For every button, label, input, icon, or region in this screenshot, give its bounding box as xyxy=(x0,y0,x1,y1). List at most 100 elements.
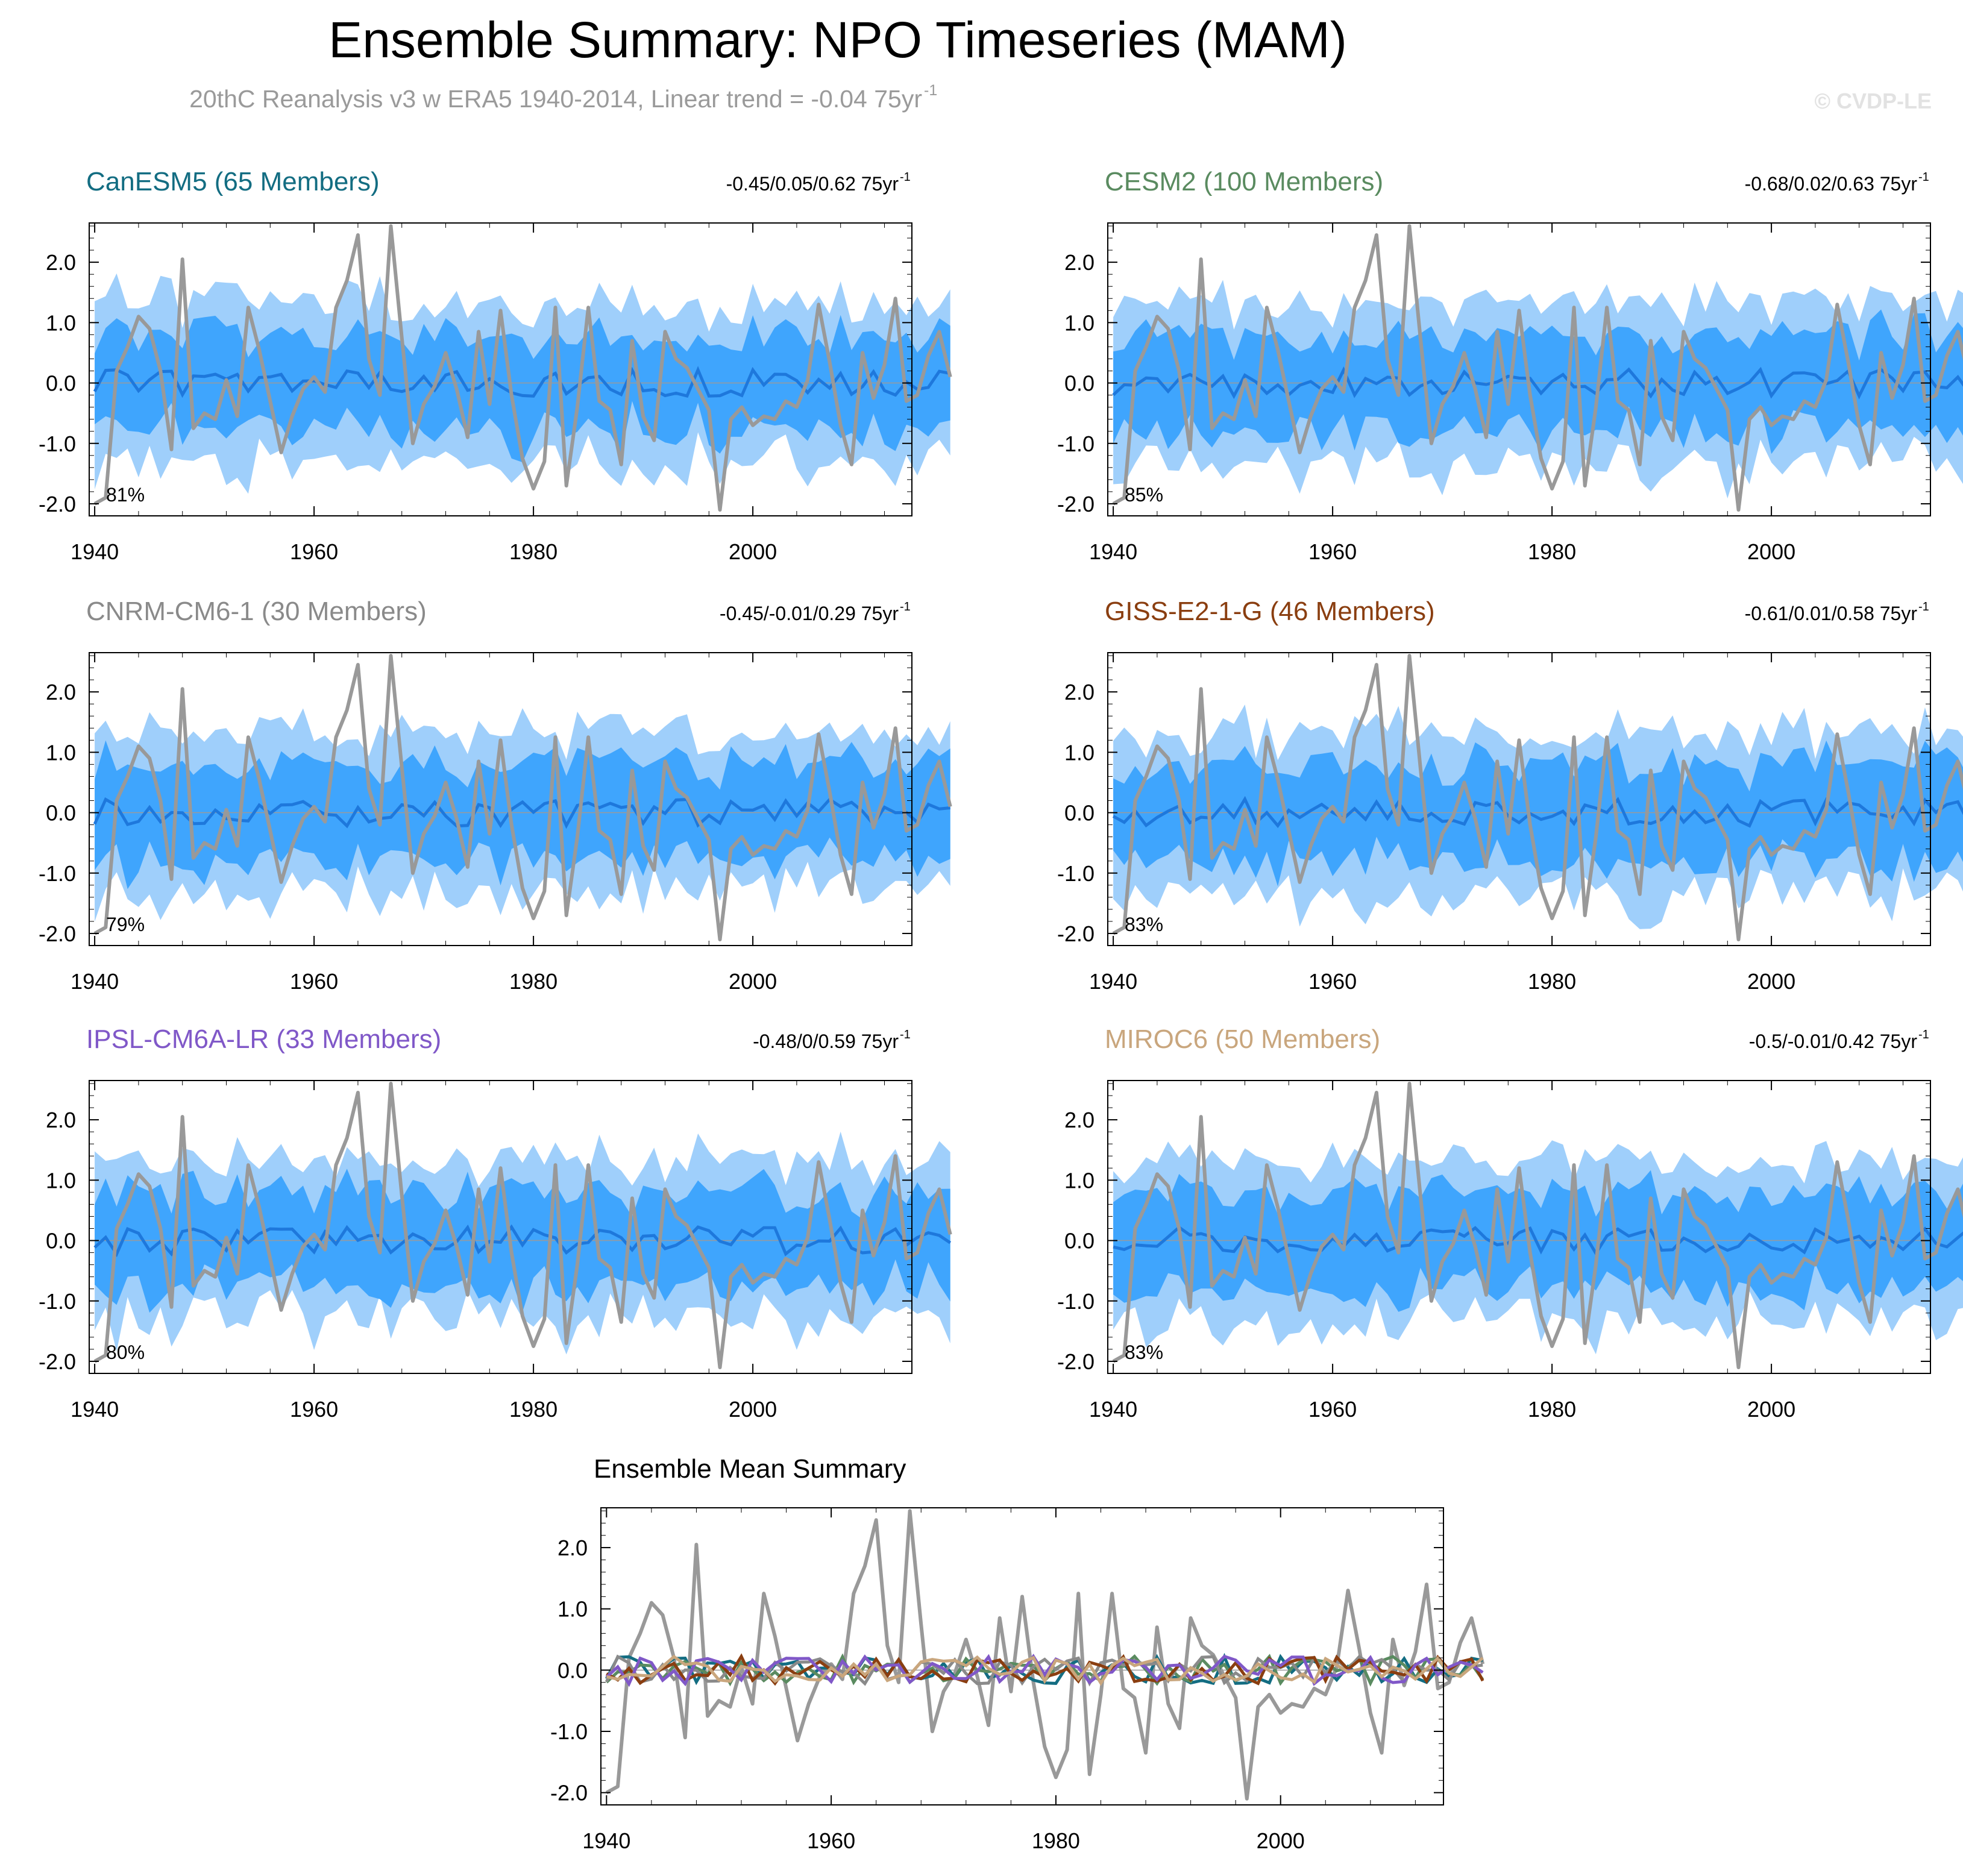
observed-line xyxy=(93,654,952,941)
y-tick-label: -2.0 xyxy=(1057,1349,1095,1374)
y-tick-label: 0.0 xyxy=(1064,801,1095,826)
ensemble-mean-line xyxy=(93,366,951,398)
x-tick-label: 2000 xyxy=(1257,1828,1305,1853)
panel-title: IPSL-CM6A-LR (33 Members) xyxy=(86,1024,441,1054)
y-tick-label: 1.0 xyxy=(46,1168,76,1193)
panel-title: MIROC6 (50 Members) xyxy=(1105,1024,1380,1054)
trend-label: -0.45/-0.01/0.29 75yr xyxy=(720,603,899,624)
x-tick-label: 2000 xyxy=(729,1397,777,1422)
observed-line xyxy=(605,1509,1485,1801)
figure-title: Ensemble Summary: NPO Timeseries (MAM) xyxy=(328,11,1347,68)
percent-label: 79% xyxy=(106,914,145,935)
x-tick-label: 1960 xyxy=(290,539,338,564)
y-tick-label: 0.0 xyxy=(557,1658,588,1683)
x-tick-label: 1980 xyxy=(509,1397,557,1422)
x-tick-label: 1980 xyxy=(1528,1397,1576,1422)
trend-label-sup: -1 xyxy=(1918,1028,1929,1041)
x-tick-label: 1980 xyxy=(1528,969,1576,994)
trend-label-sup: -1 xyxy=(900,1028,911,1041)
panel-title: CESM2 (100 Members) xyxy=(1105,167,1383,196)
trend-label-sup: -1 xyxy=(900,600,911,613)
trend-label: -0.45/0.05/0.62 75yr xyxy=(726,173,899,195)
x-tick-label: 1960 xyxy=(1308,539,1357,564)
y-tick-label: 2.0 xyxy=(1064,1108,1095,1132)
x-tick-label: 2000 xyxy=(1747,1397,1795,1422)
plot-frame xyxy=(89,652,912,946)
x-tick-label: 2000 xyxy=(1747,969,1795,994)
x-tick-label: 1960 xyxy=(807,1828,855,1853)
x-tick-label: 1980 xyxy=(1032,1828,1080,1853)
chart-panel: CNRM-CM6-1 (30 Members) -0.45/-0.01/0.29 … xyxy=(39,597,952,994)
percent-label: 83% xyxy=(1125,914,1163,935)
y-tick-label: 1.0 xyxy=(46,310,76,335)
x-tick-label: 2000 xyxy=(729,539,777,564)
x-tick-label: 1940 xyxy=(1089,1397,1137,1422)
y-tick-label: -1.0 xyxy=(39,861,76,886)
y-tick-label: 0.0 xyxy=(46,801,76,826)
model-mean-line xyxy=(606,1654,1484,1686)
y-tick-label: 0.0 xyxy=(46,1229,76,1253)
trend-label: -0.61/0.01/0.58 75yr xyxy=(1745,603,1918,624)
plot-frame xyxy=(1107,652,1931,946)
x-tick-label: 1960 xyxy=(1308,969,1357,994)
y-tick-label: -2.0 xyxy=(1057,492,1095,516)
percent-label: 85% xyxy=(1125,484,1163,506)
y-tick-label: -1.0 xyxy=(39,431,76,456)
y-tick-label: -2.0 xyxy=(39,1349,76,1374)
chart-panel: Ensemble Mean Summary 2.0 1.0 0.0 -1.0 -2.0 19… xyxy=(550,1454,1485,1853)
y-tick-label: 0.0 xyxy=(1064,1229,1095,1253)
y-tick-label: 0.0 xyxy=(1064,371,1095,396)
trend-label: -0.48/0/0.59 75yr xyxy=(753,1031,899,1052)
figure-subtitle-sup: -1 xyxy=(924,82,937,99)
plot-frame xyxy=(89,222,912,516)
x-tick-label: 1940 xyxy=(1089,539,1137,564)
y-tick-label: -2.0 xyxy=(1057,921,1095,946)
y-tick-label: 2.0 xyxy=(557,1536,588,1560)
y-tick-label: -1.0 xyxy=(550,1719,588,1744)
y-tick-label: -2.0 xyxy=(550,1781,588,1805)
copyright-label: © CVDP-LE xyxy=(1814,89,1932,113)
y-tick-label: 2.0 xyxy=(46,680,76,704)
y-tick-label: -1.0 xyxy=(1057,861,1095,886)
y-tick-label: -2.0 xyxy=(39,492,76,516)
panel-title: CanESM5 (65 Members) xyxy=(86,167,380,196)
x-tick-label: 1940 xyxy=(1089,969,1137,994)
panel-title: Ensemble Mean Summary xyxy=(594,1454,906,1484)
x-tick-label: 1980 xyxy=(1528,539,1576,564)
y-tick-label: -1.0 xyxy=(1057,431,1095,456)
observed-line xyxy=(1112,1082,1963,1369)
observed-line xyxy=(93,224,952,512)
trend-label-sup: -1 xyxy=(900,171,911,184)
x-tick-label: 1940 xyxy=(71,539,119,564)
x-tick-label: 1940 xyxy=(71,969,119,994)
y-tick-label: 1.0 xyxy=(46,740,76,765)
x-tick-label: 1960 xyxy=(1308,1397,1357,1422)
observed-line xyxy=(1112,224,1963,512)
x-tick-label: 2000 xyxy=(1747,539,1795,564)
inner-spread-band xyxy=(95,315,950,463)
y-tick-label: 0.0 xyxy=(46,371,76,396)
ensemble-mean-line xyxy=(93,1224,952,1258)
chart-panel: CESM2 (100 Members) -0.68/0.02/0.63 75yr -… xyxy=(1057,167,1963,564)
observed-line xyxy=(1112,654,1963,941)
y-tick-label: -1.0 xyxy=(39,1289,76,1314)
y-tick-label: 2.0 xyxy=(1064,680,1095,704)
chart-panel: GISS-E2-1-G (46 Members) -0.61/0.01/0.58 … xyxy=(1057,597,1963,994)
observed-line xyxy=(93,1082,952,1369)
x-tick-label: 1960 xyxy=(290,1397,338,1422)
trend-label: -0.68/0.02/0.63 75yr xyxy=(1745,173,1918,195)
y-tick-label: 2.0 xyxy=(1064,250,1095,275)
x-tick-label: 1940 xyxy=(71,1397,119,1422)
x-tick-label: 1940 xyxy=(582,1828,630,1853)
x-tick-label: 1960 xyxy=(290,969,338,994)
panel-title: CNRM-CM6-1 (30 Members) xyxy=(86,597,427,626)
trend-label: -0.5/-0.01/0.42 75yr xyxy=(1749,1031,1918,1052)
trend-label-sup: -1 xyxy=(1918,171,1929,184)
chart-panel: CanESM5 (65 Members) -0.45/0.05/0.62 75yr… xyxy=(39,167,952,564)
chart-panel: MIROC6 (50 Members) -0.5/-0.01/0.42 75yr -… xyxy=(1057,1024,1963,1422)
x-tick-label: 2000 xyxy=(729,969,777,994)
panel-title: GISS-E2-1-G (46 Members) xyxy=(1105,597,1435,626)
y-tick-label: 1.0 xyxy=(1064,1168,1095,1193)
figure-subtitle: 20thC Reanalysis v3 w ERA5 1940-2014, Li… xyxy=(189,85,922,113)
y-tick-label: 1.0 xyxy=(557,1597,588,1622)
